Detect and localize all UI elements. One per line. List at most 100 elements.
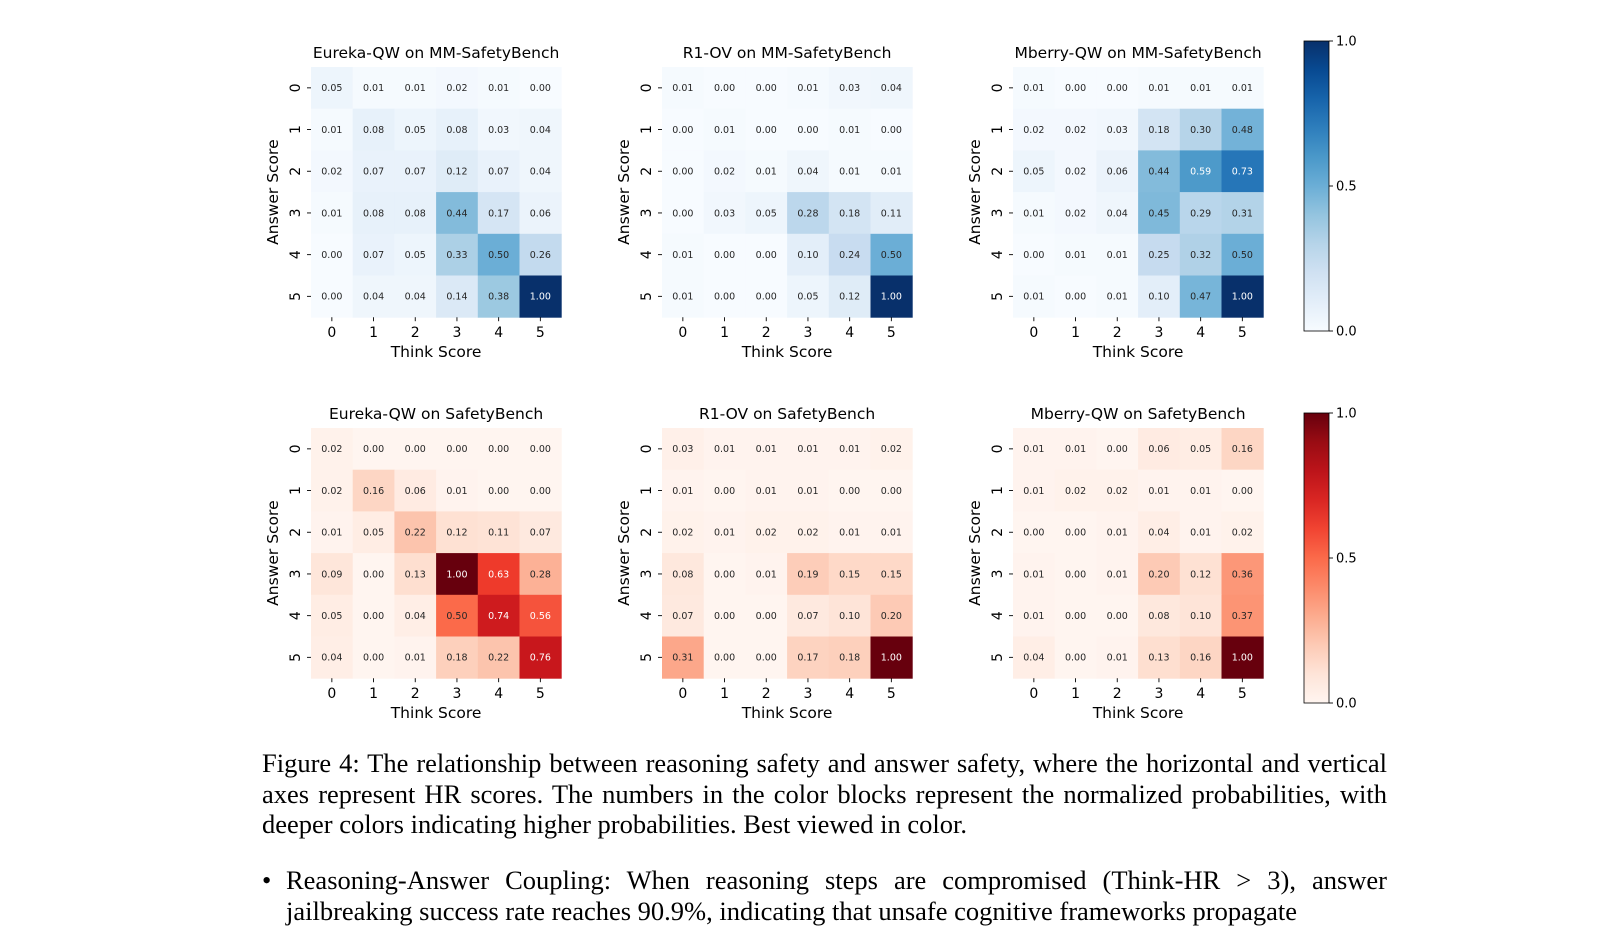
heatmap-cell (436, 469, 479, 512)
cell-value-label: 0.04 (405, 292, 426, 303)
heatmap-cell (745, 428, 788, 471)
y-axis-label: Answer Score (264, 500, 282, 605)
heatmap-cell (787, 594, 830, 637)
x-tick-label: 5 (887, 325, 896, 341)
heatmap-cell (1013, 428, 1056, 471)
cell-value-label: 0.00 (1107, 83, 1128, 94)
cell-value-label: 1.00 (530, 292, 551, 303)
heatmap-cell (870, 553, 913, 596)
cell-value-label: 0.00 (756, 611, 777, 622)
heatmap-cell (703, 275, 746, 318)
x-tick-label: 3 (803, 325, 812, 341)
cell-value-label: 0.01 (714, 125, 735, 136)
heatmap-cell (1221, 108, 1264, 151)
heatmap-2: Mberry-QW on MM-SafetyBench 0.01 0.00 0.00 0… (966, 44, 1264, 361)
cell-value-label: 0.50 (488, 250, 509, 261)
cell-value-label: 0.05 (321, 611, 342, 622)
y-tick-label: 4 (639, 611, 655, 620)
heatmap-cell (787, 67, 830, 110)
cell-value-label: 0.02 (1107, 486, 1128, 497)
heatmap-cell (1096, 594, 1139, 637)
heatmap-cell (1138, 469, 1181, 512)
cell-value-label: 0.00 (363, 444, 384, 455)
heatmap-cell (1221, 192, 1264, 235)
y-axis-label: Answer Score (966, 139, 984, 244)
heatmap-cell (1096, 511, 1139, 554)
cell-value-label: 0.18 (446, 653, 467, 664)
y-tick-label: 5 (639, 292, 655, 301)
cell-value-label: 0.02 (321, 167, 342, 178)
heatmap-cell (1138, 275, 1181, 318)
heatmap-cell (1054, 67, 1097, 110)
cell-value-label: 0.00 (714, 653, 735, 664)
heatmap-cell (662, 233, 705, 276)
heatmap-cell (1013, 511, 1056, 554)
heatmap-cell (519, 428, 562, 471)
y-tick-label: 4 (288, 611, 304, 620)
heatmap-cell (703, 108, 746, 151)
cell-value-label: 0.11 (488, 528, 509, 539)
cell-value-label: 0.02 (1065, 486, 1086, 497)
heatmap-cell (1221, 67, 1264, 110)
heatmap-cell (870, 275, 913, 318)
cell-value-label: 0.74 (488, 611, 509, 622)
heatmap-cell (1138, 150, 1181, 193)
heatmap-cell (1179, 150, 1222, 193)
heatmap-cell (1221, 275, 1264, 318)
cell-value-label: 0.01 (714, 444, 735, 455)
heatmap-cell (436, 233, 479, 276)
y-tick-label: 5 (288, 653, 304, 662)
cell-value-label: 0.06 (530, 208, 551, 219)
y-tick-label: 1 (639, 486, 655, 495)
cell-value-label: 0.00 (756, 250, 777, 261)
heatmap-cell (1054, 511, 1097, 554)
y-axis-label: Answer Score (264, 139, 282, 244)
heatmap-3: Eureka-QW on SafetyBench 0.02 0.00 0.00 0.00… (264, 405, 562, 722)
cell-value-label: 0.10 (839, 611, 860, 622)
cell-value-label: 0.00 (672, 125, 693, 136)
cell-value-label: 0.00 (714, 611, 735, 622)
y-tick-label: 4 (990, 250, 1006, 259)
y-tick-label: 2 (639, 528, 655, 537)
cell-value-label: 0.00 (1107, 444, 1128, 455)
heatmap-cell (519, 469, 562, 512)
heatmap-cell (519, 594, 562, 637)
heatmap-cell (703, 469, 746, 512)
y-tick-label: 3 (288, 569, 304, 578)
heatmap-cell (311, 428, 354, 471)
heatmap-title: Eureka-QW on MM-SafetyBench (313, 44, 560, 62)
heatmap-cell (519, 67, 562, 110)
heatmap-5: Mberry-QW on SafetyBench 0.01 0.01 0.00 0.06… (966, 405, 1264, 722)
x-tick-label: 2 (762, 325, 771, 341)
heatmap-cell (1013, 233, 1056, 276)
y-tick-label: 0 (288, 83, 304, 92)
cell-value-label: 0.02 (797, 528, 818, 539)
y-tick-label: 3 (639, 208, 655, 217)
cell-value-label: 0.01 (797, 83, 818, 94)
heatmap-cell (745, 192, 788, 235)
heatmap-cell (352, 511, 395, 554)
cell-value-label: 0.07 (672, 611, 693, 622)
heatmap-0: Eureka-QW on MM-SafetyBench 0.05 0.01 0.01 0… (264, 44, 562, 361)
heatmap-cell (703, 67, 746, 110)
heatmap-cell (394, 636, 437, 679)
cell-value-label: 0.02 (321, 444, 342, 455)
heatmap-cell (787, 636, 830, 679)
cell-value-label: 0.18 (839, 653, 860, 664)
x-tick-label: 1 (1071, 686, 1080, 702)
x-tick-label: 1 (720, 325, 729, 341)
x-tick-label: 3 (452, 686, 461, 702)
heatmap-title: R1-OV on SafetyBench (699, 405, 875, 423)
heatmap-cell (477, 428, 520, 471)
cell-value-label: 0.05 (405, 125, 426, 136)
heatmap-cell (394, 469, 437, 512)
x-tick-label: 2 (762, 686, 771, 702)
cell-value-label: 0.15 (839, 569, 860, 580)
cell-value-label: 0.18 (1148, 125, 1169, 136)
cell-value-label: 0.14 (446, 292, 467, 303)
heatmap-cell (1221, 428, 1264, 471)
heatmap-cell (311, 150, 354, 193)
x-tick-label: 3 (1154, 325, 1163, 341)
heatmap-cell (477, 150, 520, 193)
heatmap-cell (1054, 233, 1097, 276)
